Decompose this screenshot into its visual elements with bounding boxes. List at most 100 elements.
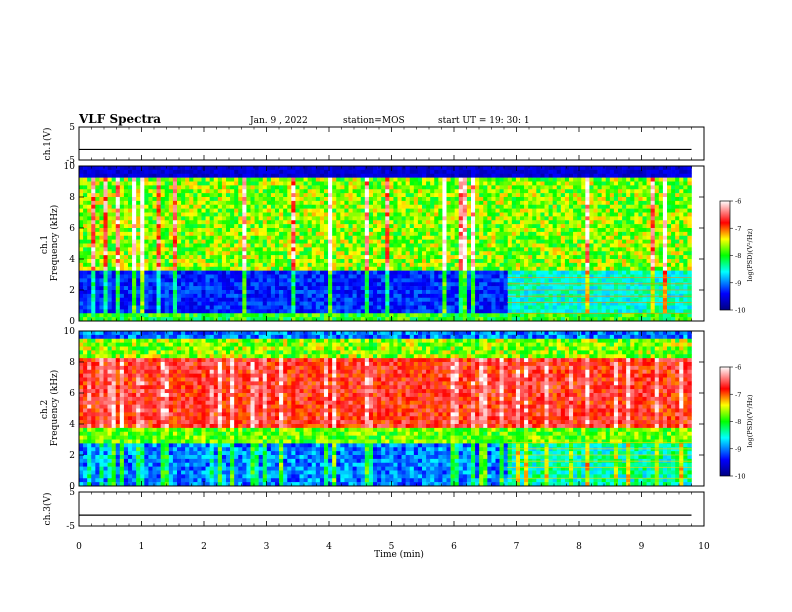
spectrogram-cell (458, 189, 464, 194)
spectrogram-cell (160, 297, 166, 302)
spectrogram-cell (250, 220, 255, 225)
spectrogram-cell (544, 197, 549, 202)
spectrogram-cell (360, 193, 366, 198)
spectrogram-cell (564, 173, 570, 178)
spectrogram-cell (262, 247, 268, 252)
spectrogram-cell (123, 220, 129, 225)
spectrogram-cell (581, 193, 586, 198)
spectrogram-cell (507, 290, 513, 295)
spectrogram-cell (491, 290, 496, 295)
spectrogram-cell (287, 282, 292, 287)
spectrogram-cell (413, 297, 419, 302)
spectrogram-cell (548, 270, 553, 275)
spectrogram-cell (356, 235, 362, 240)
spectrogram-cell (262, 189, 268, 194)
spectrogram-cell (413, 185, 419, 190)
spectrogram-cell (585, 251, 590, 256)
spectrogram-cell (564, 204, 570, 209)
spectrogram-cell (373, 293, 378, 299)
spectrogram-cell (164, 197, 170, 202)
spectrogram-cell (532, 220, 537, 225)
spectrogram-cell (91, 301, 96, 306)
spectrogram-cell (483, 251, 488, 256)
spectrogram-cell (266, 216, 272, 221)
spectrogram-cell (540, 290, 545, 295)
spectrogram-cell (226, 177, 231, 182)
spectrogram-cell (172, 231, 178, 237)
spectrogram-cell (475, 200, 480, 206)
spectrogram-cell (381, 274, 386, 279)
spectrogram-cell (450, 305, 455, 310)
spectrogram-cell (426, 224, 431, 229)
spectrogram-cell (226, 266, 231, 271)
spectrogram-cell (319, 181, 325, 186)
spectrogram-cell (405, 169, 411, 175)
spectrogram-cell (213, 231, 219, 237)
spectrogram-cell (524, 259, 529, 264)
spectrogram-cell (144, 239, 149, 244)
spectrogram-cell (507, 193, 513, 198)
spectrogram-cell (556, 220, 562, 225)
spectrogram-cell (189, 301, 194, 306)
spectrogram-cell (250, 290, 255, 295)
spectrogram-cell (520, 228, 525, 233)
spectrogram-cell (324, 197, 329, 202)
spectrogram-cell (454, 200, 460, 206)
spectrogram-cell (336, 243, 341, 248)
spectrogram-cell (564, 185, 570, 190)
spectrogram-cell (221, 274, 227, 279)
spectrogram-cell (270, 297, 276, 302)
spectrogram-cell (83, 274, 88, 279)
spectrogram-cell (95, 169, 100, 175)
spectrogram-cell (148, 181, 153, 186)
spectrogram-cell (430, 286, 435, 291)
spectrogram-cell (123, 313, 129, 318)
spectrogram-cell (193, 274, 198, 279)
spectrogram-cell (540, 266, 545, 271)
spectrogram-cell (234, 189, 239, 194)
spectrogram-cell (466, 301, 472, 306)
spectrogram-cell (270, 309, 276, 314)
spectrogram-cell (136, 262, 141, 268)
spectrogram-cell (569, 262, 574, 268)
spectrogram-cell (446, 169, 451, 175)
spectrogram-cell (152, 313, 157, 318)
spectrogram-cell (352, 204, 357, 209)
spectrogram-cell (254, 224, 259, 229)
spectrogram-cell (234, 193, 239, 198)
spectrogram-cell (491, 173, 496, 178)
spectrogram-cell (128, 266, 133, 271)
spectrogram-cell (107, 262, 112, 268)
spectrogram-cell (569, 185, 574, 190)
spectrogram-cell (164, 231, 170, 237)
spectrogram-cell (475, 181, 480, 186)
spectrogram-cell (91, 290, 96, 295)
spectrogram-cell (328, 255, 333, 260)
spectrogram-cell (295, 297, 300, 302)
spectrogram-cell (168, 290, 174, 295)
spectrogram-cell (172, 255, 178, 260)
spectrogram-cell (311, 216, 317, 221)
spectrogram-cell (499, 235, 504, 240)
spectrogram-cell (458, 212, 464, 217)
spectrogram-cell (491, 274, 496, 279)
spectrogram-cell (356, 228, 362, 233)
spectrogram-cell (311, 293, 317, 299)
spectrogram-cell (417, 200, 423, 206)
spectrogram-cell (434, 173, 439, 178)
spectrogram-cell (544, 282, 549, 287)
spectrogram-cell (95, 239, 100, 244)
spectrogram-cell (462, 169, 468, 175)
spectrogram-cell (103, 216, 108, 221)
spectrogram-cell (368, 278, 374, 283)
spectrogram-cell (364, 212, 370, 217)
spectrogram-cell (107, 200, 112, 206)
spectrogram-cell (111, 309, 117, 314)
spectrogram-cell (221, 169, 227, 175)
spectrogram-cell (234, 313, 239, 318)
spectrogram-cell (332, 173, 337, 178)
spectrogram-cell (91, 259, 96, 264)
spectrogram-cell (328, 231, 333, 237)
spectrogram-cell (193, 200, 198, 206)
spectrogram-cell (209, 200, 215, 206)
